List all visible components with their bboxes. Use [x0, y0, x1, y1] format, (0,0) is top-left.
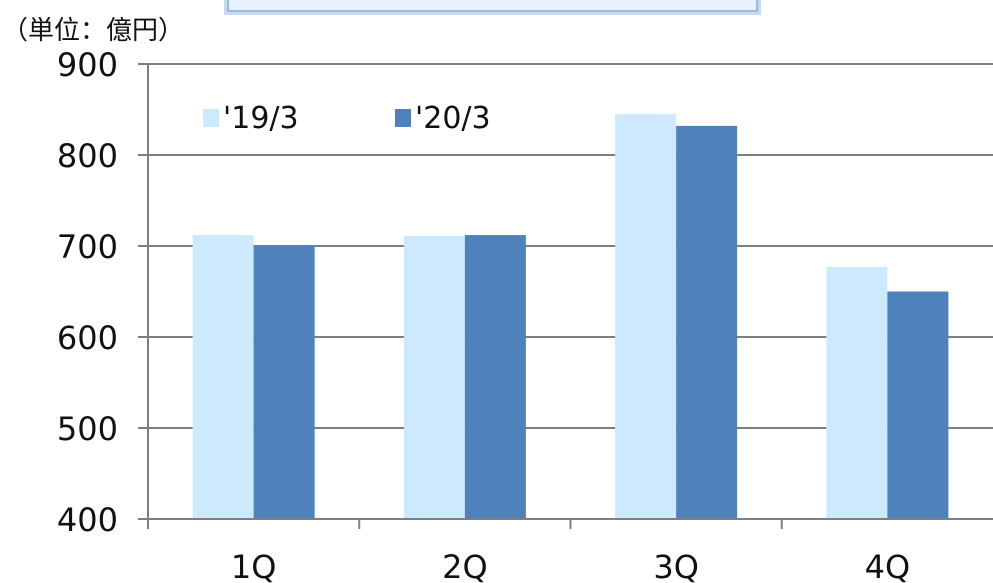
bar-3Q-1 — [676, 125, 738, 519]
legend: '19/3 '20/3 — [203, 101, 491, 136]
x-tick-label: 2Q — [442, 548, 488, 583]
legend-swatch-0 — [203, 109, 219, 127]
bar-1Q-0 — [192, 235, 254, 519]
bar-3Q-0 — [615, 114, 677, 520]
top-frame-box — [227, 0, 758, 12]
bar-4Q-0 — [826, 266, 888, 519]
legend-swatch-1 — [395, 109, 411, 127]
x-tick-label: 1Q — [231, 548, 277, 583]
bar-2Q-0 — [403, 235, 465, 520]
unit-label: （単位：億円） — [2, 16, 185, 46]
y-tick-label: 400 — [57, 501, 118, 539]
x-tick-label: 4Q — [865, 548, 911, 583]
axes: 400 500 600 700 800 900 1Q 2Q 3Q 4Q — [57, 46, 993, 583]
y-tick-label: 600 — [57, 319, 118, 357]
bar-4Q-1 — [887, 291, 949, 519]
y-tick-label: 800 — [57, 137, 118, 175]
legend-label-1: '20/3 — [415, 101, 491, 136]
y-tick-label: 700 — [57, 228, 118, 266]
bars — [192, 114, 949, 520]
y-tick-label: 500 — [57, 410, 118, 448]
legend-label-0: '19/3 — [223, 101, 299, 136]
x-tick-label: 3Q — [653, 548, 699, 583]
bar-1Q-1 — [253, 245, 315, 519]
y-tick-label: 900 — [57, 46, 118, 84]
bar-2Q-1 — [464, 235, 526, 519]
